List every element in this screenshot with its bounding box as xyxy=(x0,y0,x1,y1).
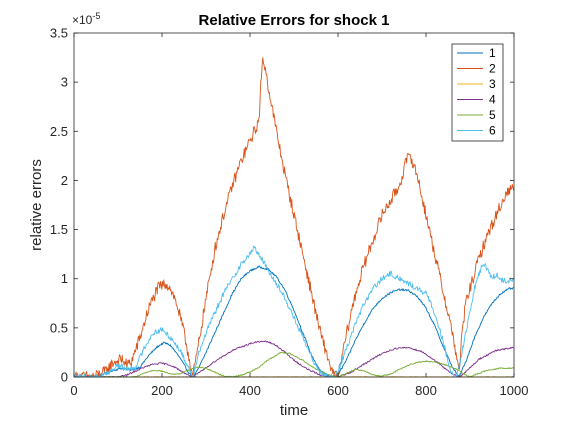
x-axis-label: time xyxy=(280,402,308,419)
plot-area xyxy=(74,33,514,377)
y-tick-label: 2.5 xyxy=(50,124,68,139)
y-axis-exponent-power: -5 xyxy=(92,11,100,21)
chart-title: Relative Errors for shock 1 xyxy=(199,12,390,29)
axes-background xyxy=(74,33,514,377)
y-axis-exponent-base: ×10 xyxy=(72,13,93,27)
y-tick-label: 0 xyxy=(61,370,68,385)
legend: 1 23 45 6 xyxy=(452,44,503,141)
y-tick-label: 0.5 xyxy=(50,320,68,335)
x-tick-label: 200 xyxy=(151,383,173,398)
x-tick-label: 800 xyxy=(415,383,437,398)
legend-label: 6 xyxy=(489,124,496,138)
legend-label: 2 xyxy=(489,62,496,76)
y-axis-label: relative errors xyxy=(28,159,45,251)
x-tick-label: 0 xyxy=(70,383,77,398)
legend-label: 3 xyxy=(489,77,496,91)
legend-label: 4 xyxy=(489,93,496,107)
y-tick-label: 1 xyxy=(61,271,68,286)
y-tick-label: 3 xyxy=(61,75,68,90)
legend-label: 1 xyxy=(489,46,496,60)
y-tick-label: 3.5 xyxy=(50,26,68,41)
legend-label: 5 xyxy=(489,108,496,122)
y-tick-label: 1.5 xyxy=(50,222,68,237)
x-tick-label: 400 xyxy=(239,383,261,398)
x-tick-label: 600 xyxy=(327,383,349,398)
x-tick-label: 1000 xyxy=(500,383,529,398)
y-tick-label: 2 xyxy=(61,173,68,188)
